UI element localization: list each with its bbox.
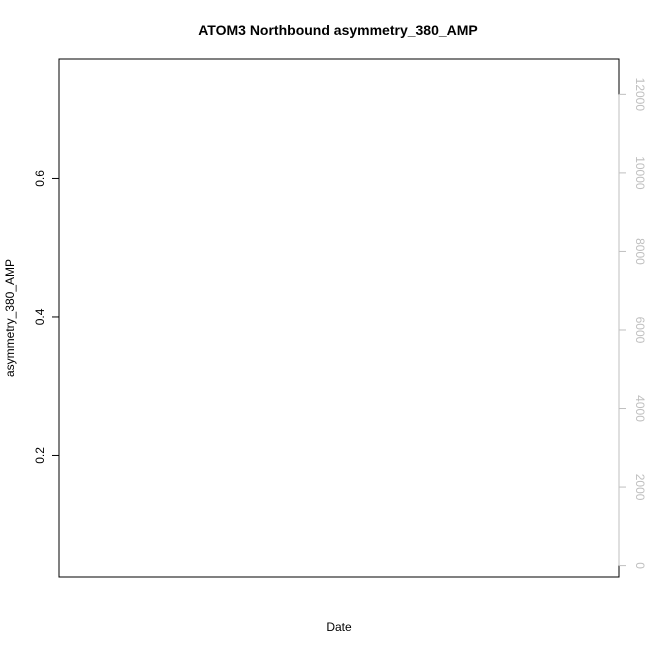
y2-tick-label: 12000 [633, 78, 647, 112]
y-tick-label: 0.4 [33, 308, 47, 325]
y2-tick-label: 8000 [633, 238, 647, 265]
y2-tick-label: 0 [633, 562, 647, 569]
y-tick-label: 0.6 [33, 170, 47, 187]
y-axis-label: asymmetry_380_AMP [3, 259, 17, 377]
y2-tick-label: 4000 [633, 395, 647, 422]
x-axis-label: Date [326, 620, 352, 634]
chart: ATOM3 Northbound asymmetry_380_AMP Oct 1… [0, 0, 650, 650]
y2-tick-label: 6000 [633, 317, 647, 344]
chart-title: ATOM3 Northbound asymmetry_380_AMP [198, 22, 478, 38]
y2-tick-label: 2000 [633, 474, 647, 501]
chart-background [0, 0, 650, 650]
y-tick-label: 0.2 [33, 447, 47, 464]
y2-tick-label: 10000 [633, 156, 647, 190]
